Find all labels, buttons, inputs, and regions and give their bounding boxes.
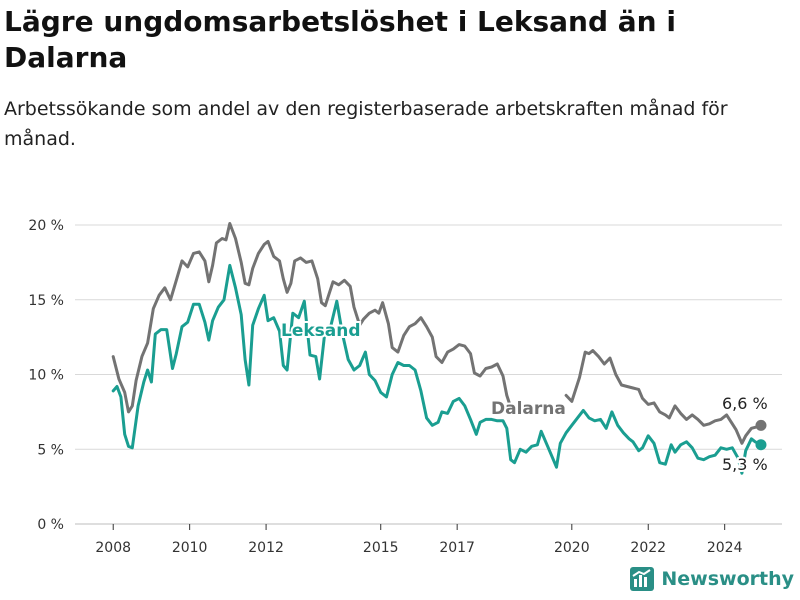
x-tick-label: 2015	[363, 540, 399, 556]
x-tick-label: 2010	[172, 540, 208, 556]
end-point-leksand	[755, 439, 767, 451]
series-line-dalarna	[564, 349, 763, 445]
x-tick-label: 2008	[95, 540, 131, 556]
x-tick-label: 2024	[707, 540, 743, 556]
brand-name: Newsworthy	[661, 568, 794, 590]
chart-subtitle: Arbetssökande som andel av den registerb…	[4, 98, 728, 150]
y-tick-label: 0 %	[37, 517, 64, 533]
series-label-dalarna: Dalarna	[491, 399, 566, 419]
x-tick-label: 2012	[248, 540, 284, 556]
y-tick-label: 15 %	[28, 293, 64, 309]
brand-logo: Newsworthy	[629, 566, 794, 592]
end-label-leksand: 5,3 %	[722, 455, 768, 474]
x-tick-label: 2017	[439, 540, 475, 556]
series-label-leksand: Leksand	[281, 321, 361, 341]
chart-title: Lägre ungdomsarbetslöshet i Leksand än i…	[4, 5, 676, 74]
y-tick-label: 5 %	[37, 442, 64, 458]
end-point-dalarna	[755, 419, 767, 431]
series-labels: Leksand Dalarna 6,6 % 5,3 %	[279, 319, 770, 476]
series-line-dalarna	[111, 222, 513, 414]
newsworthy-logo-icon	[630, 567, 655, 591]
series-lines	[111, 222, 767, 475]
series-line-leksand	[111, 263, 763, 475]
grid-layer: 0 % 5 % 10 % 15 % 20 % 2008 2010 2012 2015 2017 20…	[28, 218, 782, 556]
x-tick-label: 2022	[630, 540, 666, 556]
y-tick-label: 20 %	[28, 218, 64, 234]
end-label-dalarna: 6,6 %	[722, 394, 768, 413]
y-tick-label: 10 %	[28, 368, 64, 384]
x-tick-label: 2020	[554, 540, 590, 556]
